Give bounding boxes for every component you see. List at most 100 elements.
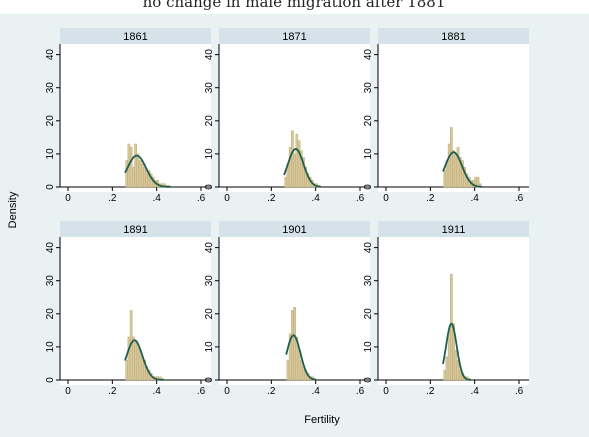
y-tick-label: 10 <box>45 341 56 353</box>
histogram-bar <box>443 369 447 381</box>
histogram-bar <box>132 336 135 381</box>
y-tick-label: 20 <box>204 115 215 127</box>
x-tick-label: .2 <box>267 386 276 397</box>
y-tick-label: 30 <box>204 275 215 287</box>
x-tick-label: .6 <box>197 193 206 204</box>
y-tick-label: 10 <box>45 148 56 160</box>
histogram-bar <box>297 350 301 381</box>
y-tick-label: 0 <box>45 377 56 383</box>
x-tick-label: 0 <box>383 386 389 397</box>
x-tick-label: .4 <box>470 386 479 397</box>
histogram-bar <box>450 127 453 188</box>
panel-header <box>378 221 529 237</box>
panel-1881: 1881 0 10 20 30 40 0 .2 .4 .6 <box>363 28 529 204</box>
x-tick-label: .4 <box>311 193 320 204</box>
histogram-bar <box>454 153 458 188</box>
panel-header <box>60 221 211 237</box>
histogram-bar <box>456 147 460 188</box>
x-tick-label: .6 <box>515 386 524 397</box>
x-tick-label: .2 <box>426 386 435 397</box>
panel-header <box>60 28 211 44</box>
x-axis-title: Fertility <box>304 414 340 426</box>
panel-1901: 1901 0 10 20 30 40 0 .2 .4 .6 <box>204 221 370 397</box>
x-tick-label: 0 <box>224 386 230 397</box>
density-curve <box>124 339 165 381</box>
x-tick-label: 0 <box>65 193 71 204</box>
density-curve <box>283 147 321 188</box>
histogram-bar <box>136 343 140 381</box>
x-tick-label: .4 <box>311 386 320 397</box>
histogram-bar <box>447 143 451 188</box>
panel-header <box>378 28 529 44</box>
y-tick-label: 10 <box>204 341 215 353</box>
x-tick-label: 0 <box>65 386 71 397</box>
histogram-bar <box>134 340 137 381</box>
x-tick-label: .6 <box>515 193 524 204</box>
histogram-bar <box>293 306 296 381</box>
histogram-bar <box>299 359 303 381</box>
y-tick-label: 40 <box>363 242 374 254</box>
panel-header-label: 1911 <box>442 224 466 236</box>
histogram-bar <box>452 150 455 188</box>
y-tick-label: 10 <box>204 148 215 160</box>
histogram-bar <box>143 166 146 188</box>
x-tick-label: .2 <box>108 193 117 204</box>
histogram-bar <box>127 336 131 381</box>
panel-1911: 1911 0 10 20 30 40 0 .2 .4 .6 <box>363 221 529 397</box>
histogram-bar <box>132 166 135 188</box>
histogram-bar <box>286 359 290 381</box>
histogram-bar <box>140 163 144 188</box>
y-tick-label: 40 <box>45 242 56 254</box>
histogram-bar <box>138 160 142 188</box>
x-tick-label: .4 <box>152 193 161 204</box>
y-tick-label: 30 <box>45 82 56 94</box>
y-tick-label: 30 <box>204 82 215 94</box>
panel-header-label: 1871 <box>282 31 306 43</box>
histogram-bar <box>295 133 299 188</box>
histogram-bar <box>291 130 294 188</box>
y-tick-label: 0 <box>45 184 56 190</box>
y-tick-label: 40 <box>45 49 56 61</box>
x-tick-label: .6 <box>356 386 365 397</box>
y-tick-label: 40 <box>363 49 374 61</box>
panels-grid: 1861 0 10 20 30 40 0 .2 .4 .6 1871 0 10 20 30 40 0 .2 .4 .6… <box>45 28 529 397</box>
y-tick-label: 30 <box>45 275 56 287</box>
x-tick-label: .4 <box>470 193 479 204</box>
histogram-bar <box>445 356 449 381</box>
histogram-bar <box>297 140 301 188</box>
y-tick-label: 40 <box>204 242 215 254</box>
density-curve <box>442 322 471 381</box>
histogram-bar <box>129 147 133 188</box>
panel-header <box>219 28 370 44</box>
histogram-bar <box>284 176 288 188</box>
x-tick-label: .6 <box>197 386 206 397</box>
histogram-bar <box>291 310 294 381</box>
y-tick-label: 0 <box>363 377 374 383</box>
y-tick-label: 20 <box>45 308 56 320</box>
histogram-bar <box>136 153 140 188</box>
x-tick-label: .6 <box>356 193 365 204</box>
y-axis-title: Density <box>7 191 19 228</box>
histogram-bar <box>138 350 142 381</box>
x-tick-label: .4 <box>152 386 161 397</box>
panel-header-label: 1881 <box>441 31 465 43</box>
panel-1871: 1871 0 10 20 30 40 0 .2 .4 .6 <box>204 28 370 204</box>
x-tick-label: .2 <box>108 386 117 397</box>
histogram-bar <box>454 350 458 381</box>
histogram-bar <box>134 143 137 188</box>
density-curve <box>124 154 171 188</box>
y-tick-label: 10 <box>363 341 374 353</box>
y-tick-label: 30 <box>363 275 374 287</box>
x-tick-label: 0 <box>383 193 389 204</box>
histogram-bar <box>443 170 447 188</box>
y-tick-label: 30 <box>363 82 374 94</box>
x-tick-label: 0 <box>224 193 230 204</box>
panel-header <box>219 221 370 237</box>
panel-header-label: 1861 <box>123 31 147 43</box>
histogram-bar <box>125 160 129 188</box>
figure-title: no change in male migration after 1881 <box>143 0 446 11</box>
density-curve <box>285 334 317 381</box>
y-tick-label: 20 <box>45 115 56 127</box>
panel-1891: 1891 0 10 20 30 40 0 .2 .4 .6 <box>45 221 211 397</box>
